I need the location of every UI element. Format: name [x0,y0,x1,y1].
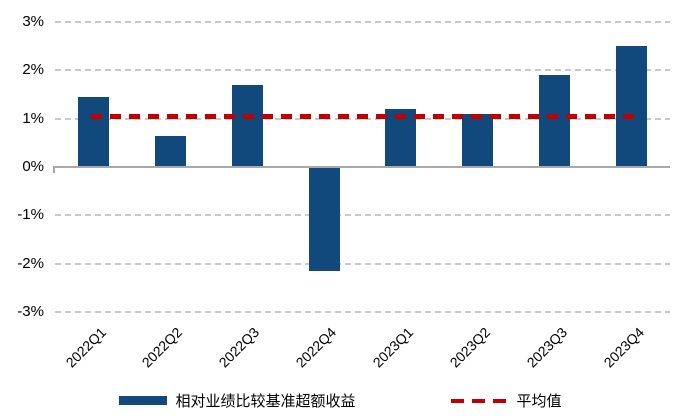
legend-item-excess-return: 相对业绩比较基准超额收益 [119,390,356,411]
x-tick-label-2022Q1: 2022Q1 [62,324,109,371]
x-tick-label-2022Q3: 2022Q3 [215,324,263,371]
bar-2023Q4 [616,46,648,167]
y-tick-label--2%: -2% [17,254,44,272]
x-axis-line [55,166,670,168]
y-tick-label--3%: -3% [17,303,44,320]
x-tick-label-2022Q4: 2022Q4 [292,324,340,371]
average-line [90,113,635,119]
y-tick-label--1%: -1% [17,206,44,224]
legend-label-excess-return: 相对业绩比较基准超额收益 [175,394,356,410]
bar-2023Q3 [539,75,571,167]
x-tick-label-2023Q1: 2023Q1 [369,324,417,371]
y-tick-label-0%: 0% [22,158,44,175]
gridline-3% [55,21,670,23]
gridline-2% [55,69,670,72]
x-tick-label-2022Q2: 2022Q2 [139,324,186,371]
y-tick-label-1%: 1% [22,109,44,127]
chart-legend: 相对业绩比较基准超额收益 平均值 [0,390,681,411]
y-tick-label-2%: 2% [22,61,44,79]
bar-2023Q2 [462,113,494,167]
bar-2022Q4 [308,167,340,271]
plot-area [53,21,670,313]
bar-swatch-icon [119,396,168,405]
dashed-line-icon [450,398,509,403]
legend-item-average: 平均值 [450,390,562,411]
bar-2022Q2 [154,135,186,167]
bar-2022Q3 [231,84,263,167]
bar-2022Q1 [77,96,109,167]
gridline--1% [55,214,670,217]
x-axis-left-tick [53,166,55,173]
x-tick-label-2023Q4: 2023Q4 [600,324,647,371]
gridline--3% [55,311,670,313]
x-tick-label-2023Q3: 2023Q3 [523,324,571,371]
gridline--2% [55,262,670,265]
y-tick-label-3%: 3% [22,13,44,30]
x-tick-label-2023Q2: 2023Q2 [446,324,494,371]
legend-label-average: 平均值 [516,394,562,410]
